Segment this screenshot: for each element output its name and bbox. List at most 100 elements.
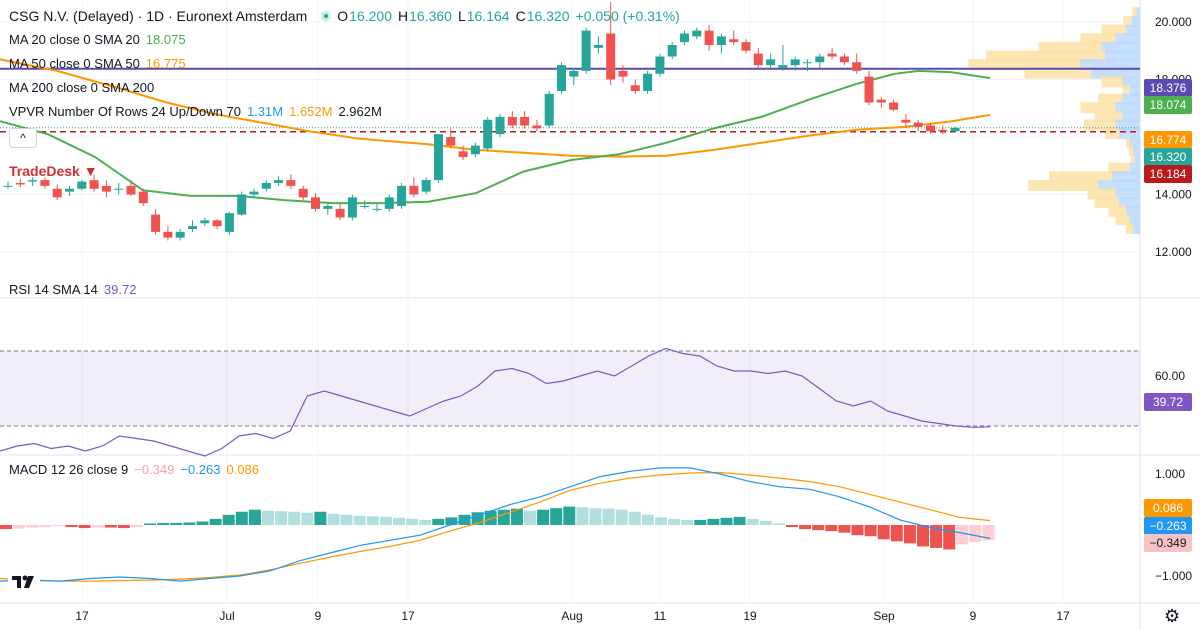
macd-histogram-bar (445, 517, 458, 525)
macd-histogram-bar (39, 525, 52, 528)
moving-average-lines (0, 58, 1140, 205)
price-change: +0.050 (+0.31%) (575, 8, 680, 24)
rsi-legend[interactable]: RSI 14 SMA 14 39.72 (9, 282, 137, 297)
ma50-line (0, 58, 991, 158)
candle-body (311, 197, 320, 209)
candle-body (704, 30, 714, 45)
ma50-legend[interactable]: MA 50 close 0 SMA 50 16.775 (9, 56, 186, 71)
macd-histogram-bar (786, 525, 798, 528)
candle-body (28, 180, 38, 182)
macd-histogram-bar (576, 507, 589, 525)
candle-body (741, 42, 751, 51)
vpvr-down-bar (1080, 33, 1116, 45)
macd-histogram-bar (864, 525, 877, 537)
candle-body (323, 206, 333, 209)
macd-histogram-bar (91, 525, 104, 528)
price-badge: 16.320 (1150, 150, 1187, 164)
price-badge-bg (1144, 96, 1192, 114)
vpvr-up-bar (1101, 41, 1140, 53)
collapse-legend-button[interactable]: ^ (9, 128, 37, 148)
macd-histogram-bar (327, 513, 340, 525)
macd-histogram-bar (746, 518, 759, 525)
candle-body (175, 231, 185, 238)
candle-body (901, 119, 911, 123)
macd-histogram-bar (628, 511, 641, 525)
y-tick-label: 14.000 (1155, 188, 1192, 202)
macd-histogram-bar (248, 509, 261, 525)
candle-body (667, 45, 677, 57)
vpvr-up-bar (1115, 102, 1140, 114)
vpvr-up-bar (1122, 93, 1140, 105)
tradingview-logo-icon[interactable] (8, 568, 40, 594)
vpvr-up-bar (1133, 145, 1140, 157)
gear-icon[interactable]: ⚙ (1164, 606, 1181, 626)
macd-histogram-bar (78, 525, 91, 529)
candle-body (65, 188, 74, 192)
vpvr-down-bar (1098, 93, 1123, 105)
vpvr-legend[interactable]: VPVR Number Of Rows 24 Up/Down 70 1.31M 1.… (9, 104, 382, 119)
vpvr-up-bar (1131, 16, 1140, 27)
x-tick-label: 17 (1056, 609, 1070, 623)
macd-histogram-bar (144, 523, 157, 525)
vpvr-up-bar (1134, 154, 1140, 165)
macd-histogram-bar (209, 518, 222, 525)
vpvr-down-bar (1084, 119, 1116, 131)
vpvr-up-bar (1129, 136, 1140, 148)
macd-histogram-bar (288, 511, 301, 525)
vpvr-up-bar (1133, 223, 1140, 234)
candle-body (864, 76, 874, 103)
y-tick-label: 12.000 (1155, 245, 1192, 259)
vpvr-down-bar (986, 50, 1105, 62)
tradedesk-annotation[interactable]: TradeDesk ▼ (9, 163, 98, 179)
macd-histogram-bar (196, 521, 209, 525)
vpvr-down-bar (1087, 188, 1116, 200)
candle-body (778, 65, 788, 68)
symbol-legend[interactable]: CSG N.V. (Delayed) · 1D · Euronext Amste… (9, 8, 692, 24)
candle-body (803, 62, 812, 64)
candle-body (557, 65, 566, 91)
vpvr-down-bar (1049, 171, 1112, 183)
candle-body (188, 226, 197, 229)
rsi-pane (0, 347, 1140, 457)
macd-histogram-bar (563, 506, 576, 525)
vpvr-down-bar (1126, 136, 1130, 148)
candle-body (483, 119, 493, 149)
candle-body (3, 185, 13, 187)
candle-body (114, 188, 124, 190)
macd-histogram-bar (799, 525, 812, 530)
candle-body (889, 102, 899, 110)
candle-body (261, 183, 271, 189)
vpvr-up-bar (1136, 7, 1140, 19)
macd-legend[interactable]: MACD 12 26 close 9 −0.349 −0.263 0.086 (9, 462, 260, 477)
vpvr-up-bar (1119, 128, 1140, 140)
candle-body (938, 129, 948, 132)
price-badge-bg (1144, 131, 1192, 149)
macd-badge: −0.263 (1149, 519, 1186, 533)
vpvr-down-bar (1128, 145, 1133, 157)
ma200-legend[interactable]: MA 200 close 0 SMA 200 (9, 80, 155, 95)
candle-body (446, 137, 456, 146)
macd-histogram-bar (275, 511, 288, 525)
x-tick-label: 11 (654, 609, 667, 623)
macd-histogram-bar (641, 514, 654, 525)
candle-body (397, 185, 407, 206)
macd-histogram-bar (537, 509, 550, 525)
macd-badge: 0.086 (1153, 501, 1183, 515)
ma20-legend[interactable]: MA 20 close 0 SMA 20 18.075 (9, 32, 186, 47)
candle-body (876, 99, 886, 103)
vpvr-down-bar (1101, 76, 1123, 88)
macd-histogram-bar (720, 517, 733, 525)
candle-body (286, 180, 296, 186)
vpvr-down-bar (1122, 85, 1130, 96)
candle-body (224, 213, 234, 232)
vpvr-down-bar (1123, 16, 1132, 27)
macd-histogram-bar (419, 519, 432, 525)
candle-body (790, 59, 800, 66)
macd-histogram-bar (550, 508, 563, 525)
candle-body (409, 185, 419, 195)
macd-histogram-bar (117, 525, 130, 529)
candle-body (520, 116, 530, 126)
macd-histogram-bar (851, 525, 864, 536)
candle-body (753, 53, 763, 66)
